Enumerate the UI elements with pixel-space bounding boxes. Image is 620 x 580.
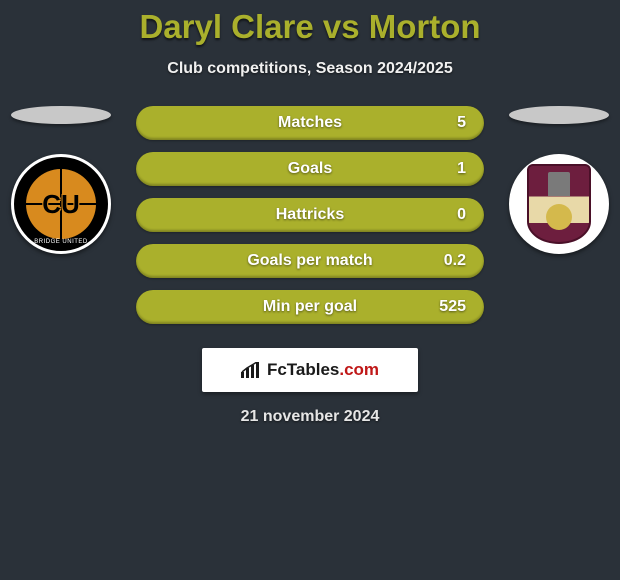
brand-text: FcTables.com xyxy=(267,360,379,380)
player-placeholder-left xyxy=(11,106,111,124)
infographic-root: Daryl Clare vs Morton Club competitions,… xyxy=(0,0,620,426)
date-text: 21 november 2024 xyxy=(0,408,620,426)
stat-row-matches: Matches 5 xyxy=(136,106,484,140)
club-logo-left-caption: BRIDGE UNITED xyxy=(34,239,88,245)
stat-label: Goals per match xyxy=(247,252,372,270)
stat-label: Matches xyxy=(278,114,342,132)
main-row: CU BRIDGE UNITED Matches 5 Goals 1 Hattr… xyxy=(0,106,620,336)
page-title: Daryl Clare vs Morton xyxy=(0,8,620,46)
stat-label: Goals xyxy=(288,160,332,178)
stat-value: 5 xyxy=(457,114,466,132)
stat-value: 0.2 xyxy=(444,252,466,270)
stat-row-goals-per-match: Goals per match 0.2 xyxy=(136,244,484,278)
left-player-column: CU BRIDGE UNITED xyxy=(6,106,116,254)
brand-prefix: FcTables xyxy=(267,360,339,379)
stat-label: Hattricks xyxy=(276,206,344,224)
stat-label: Min per goal xyxy=(263,298,357,316)
subtitle: Club competitions, Season 2024/2025 xyxy=(0,60,620,78)
club-logo-left-inner: CU xyxy=(26,169,96,239)
bar-chart-icon xyxy=(241,362,261,378)
stat-value: 525 xyxy=(439,298,466,316)
brand-suffix: .com xyxy=(339,360,379,379)
stat-row-hattricks: Hattricks 0 xyxy=(136,198,484,232)
stat-row-goals: Goals 1 xyxy=(136,152,484,186)
club-logo-right xyxy=(509,154,609,254)
player-placeholder-right xyxy=(509,106,609,124)
club-logo-left: CU BRIDGE UNITED xyxy=(11,154,111,254)
shield-ball-icon xyxy=(546,204,572,230)
shield-tower-icon xyxy=(548,172,570,196)
stat-value: 0 xyxy=(457,206,466,224)
stat-row-min-per-goal: Min per goal 525 xyxy=(136,290,484,324)
right-player-column xyxy=(504,106,614,254)
club-logo-right-shield xyxy=(527,164,591,244)
stat-value: 1 xyxy=(457,160,466,178)
brand-badge: FcTables.com xyxy=(202,348,418,392)
stats-column: Matches 5 Goals 1 Hattricks 0 Goals per … xyxy=(136,106,484,336)
club-logo-left-text: CU xyxy=(42,189,80,220)
